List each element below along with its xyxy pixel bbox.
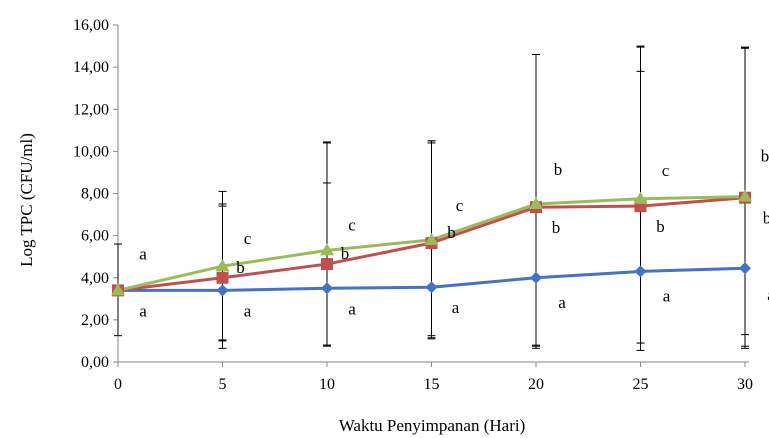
y-tick-label: 10,00	[73, 143, 109, 160]
significance-letter: b	[236, 258, 245, 277]
significance-letter: c	[348, 215, 356, 234]
significance-letter: c	[662, 161, 670, 180]
significance-letter: c	[456, 196, 464, 215]
diamond-marker	[321, 282, 333, 295]
x-tick-label: 20	[528, 376, 544, 393]
significance-letter: b	[656, 217, 665, 236]
significance-letter: b	[447, 223, 456, 242]
diamond-marker	[425, 281, 438, 294]
significance-letter: a	[558, 293, 566, 312]
significance-letters: aaaaaaabbbbbbacccbcb	[139, 147, 769, 321]
diamond-marker	[739, 262, 751, 275]
significance-letter: b	[763, 209, 769, 228]
triangle-marker	[215, 259, 230, 272]
axes: 0,00 2,00 4,00 6,00 8,00 10,00 12,00 14,00 16,00…	[73, 17, 753, 393]
triangle-marker	[633, 191, 648, 204]
triangle-marker	[529, 197, 543, 210]
diamond-marker	[530, 271, 542, 284]
x-tick-label: 10	[319, 376, 335, 393]
y-tick-label: 0,00	[81, 354, 109, 371]
x-tick-label: 30	[737, 376, 753, 393]
y-axis-title: Log TPC (CFU/ml)	[17, 133, 36, 267]
significance-letter: a	[663, 286, 671, 305]
series-markers	[111, 189, 752, 297]
y-tick-label: 8,00	[81, 186, 109, 203]
triangle-marker	[111, 283, 125, 296]
y-tick-label: 4,00	[81, 270, 109, 287]
x-tick-label: 0	[114, 376, 122, 393]
x-axis-title: Waktu Penyimpanan (Hari)	[339, 416, 526, 435]
diamond-marker	[216, 284, 229, 297]
triangle-marker	[424, 232, 439, 245]
x-tick-label: 15	[424, 376, 440, 393]
y-tick-label: 2,00	[81, 312, 109, 329]
diamond-marker	[634, 265, 647, 278]
significance-letter: a	[348, 299, 356, 318]
triangle-marker	[320, 243, 334, 256]
significance-letter: a	[139, 301, 147, 320]
significance-letter: c	[244, 229, 252, 248]
significance-letter: a	[452, 298, 460, 317]
significance-letter: b	[341, 244, 350, 263]
square-marker	[216, 271, 229, 284]
significance-letter: a	[139, 244, 147, 263]
significance-letter: b	[761, 147, 769, 166]
significance-letter: b	[552, 218, 561, 237]
square-marker	[321, 258, 333, 271]
y-tick-label: 6,00	[81, 228, 109, 245]
x-tick-label: 25	[633, 376, 649, 393]
significance-letter: a	[767, 285, 769, 304]
y-tick-label: 12,00	[73, 101, 109, 118]
y-tick-label: 16,00	[73, 17, 109, 34]
triangle-marker	[738, 189, 752, 202]
significance-letter: b	[554, 160, 563, 179]
significance-letter: a	[244, 301, 252, 320]
x-tick-label: 5	[219, 376, 227, 393]
y-tick-label: 14,00	[73, 59, 109, 76]
